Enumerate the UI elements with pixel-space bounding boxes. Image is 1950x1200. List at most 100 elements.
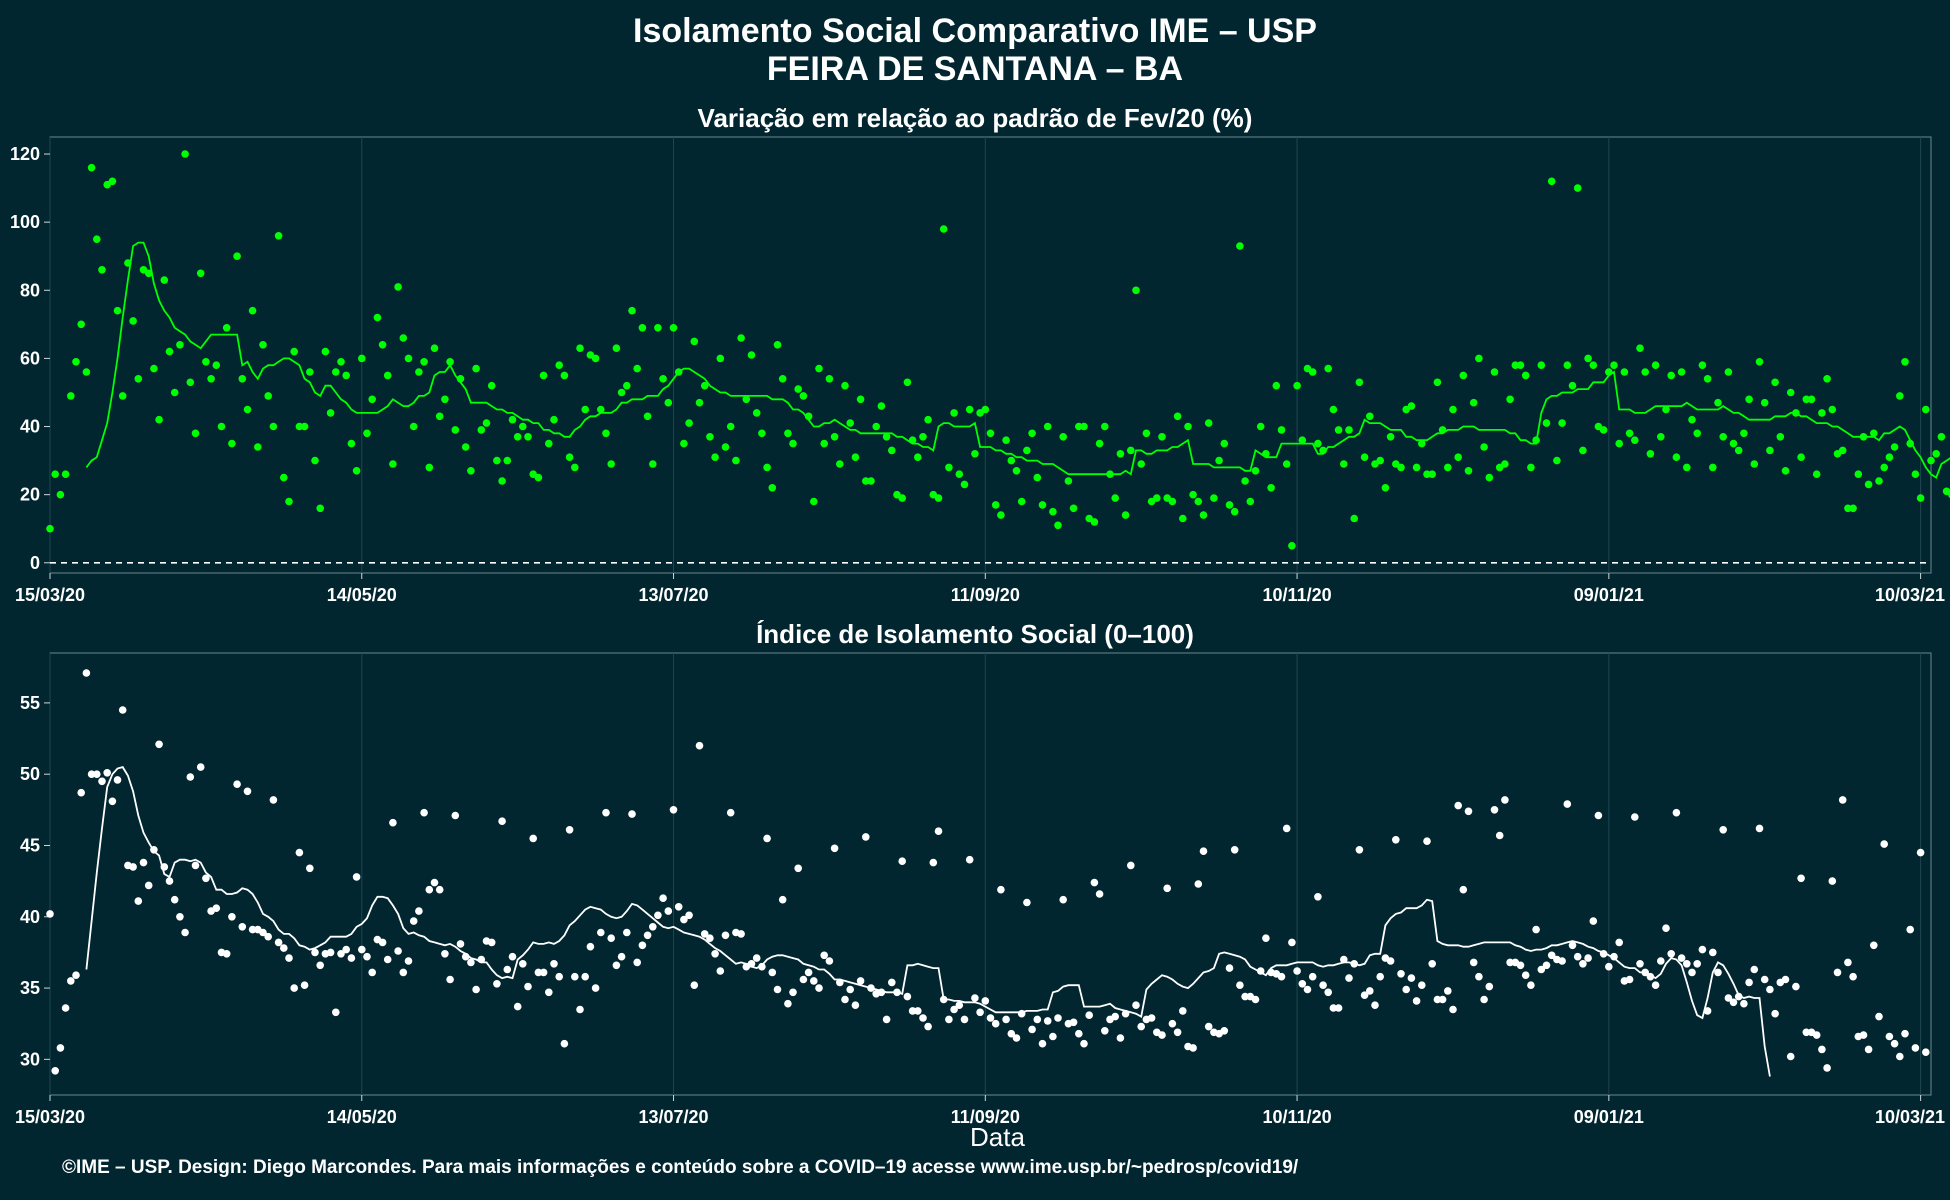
data-point — [306, 368, 314, 376]
data-point — [1568, 381, 1577, 390]
data-point — [233, 780, 241, 788]
data-point — [1095, 439, 1104, 448]
data-point — [425, 463, 434, 472]
data-point — [674, 903, 683, 911]
data-point — [1896, 392, 1904, 400]
data-point — [46, 524, 54, 533]
data-point — [539, 371, 548, 380]
data-point — [643, 931, 652, 940]
data-point — [545, 988, 553, 997]
data-point — [1236, 242, 1244, 250]
data-point — [1584, 954, 1592, 962]
data-point — [1163, 884, 1171, 893]
data-point — [1911, 1044, 1920, 1052]
data-point — [1256, 422, 1265, 431]
data-point — [1308, 368, 1317, 376]
data-point — [581, 972, 589, 981]
data-point — [1854, 470, 1863, 479]
data-point — [1464, 807, 1473, 816]
data-point — [997, 885, 1005, 894]
data-point — [196, 763, 205, 771]
data-point — [784, 429, 792, 438]
data-point — [363, 429, 371, 438]
data-point — [202, 874, 210, 883]
data-point — [1433, 995, 1442, 1004]
data-point — [1293, 381, 1301, 390]
data-point — [358, 354, 366, 363]
data-point — [1132, 286, 1140, 295]
data-point — [950, 1005, 958, 1014]
data-point — [399, 968, 408, 977]
data-point — [1059, 895, 1067, 904]
data-point — [1308, 972, 1317, 981]
data-point — [1760, 398, 1769, 407]
data-point — [789, 988, 797, 997]
data-point — [186, 773, 195, 781]
data-point — [1547, 951, 1556, 960]
data-point — [181, 928, 189, 937]
data-point — [550, 960, 558, 968]
data-point — [1236, 981, 1244, 989]
data-point — [1812, 1031, 1821, 1039]
data-point — [1210, 494, 1218, 502]
data-point — [519, 960, 527, 968]
data-point — [1844, 958, 1852, 967]
data-point — [778, 895, 787, 904]
data-point — [1615, 938, 1623, 947]
data-point — [451, 426, 460, 434]
data-point — [248, 306, 257, 315]
data-point — [1781, 975, 1790, 984]
data-point — [789, 439, 797, 448]
data-point — [1688, 968, 1696, 977]
data-point — [1314, 439, 1322, 448]
data-point — [1532, 925, 1540, 934]
data-point — [950, 409, 958, 417]
data-point — [1267, 484, 1275, 492]
y-tick-label: 20 — [20, 485, 40, 505]
data-point — [1651, 981, 1660, 989]
data-point — [1802, 1028, 1811, 1037]
data-point — [758, 962, 766, 971]
data-point — [1334, 1004, 1343, 1012]
data-point — [726, 808, 735, 817]
data-point — [519, 422, 527, 431]
data-point — [430, 878, 439, 887]
data-point — [862, 477, 870, 485]
data-point — [810, 977, 818, 985]
data-point — [914, 1007, 922, 1015]
data-point — [337, 950, 345, 958]
data-point — [1724, 994, 1733, 1002]
panel1-plot: 15/03/20 14/05/20 13/07/20 11/09/20 10/11/20… — [10, 136, 1950, 605]
data-point — [129, 863, 137, 871]
data-point — [1734, 446, 1743, 455]
data-point — [394, 283, 402, 291]
data-point — [186, 378, 195, 387]
data-point — [752, 409, 761, 417]
data-point — [1043, 1017, 1052, 1025]
data-point — [1418, 981, 1426, 989]
data-point — [404, 957, 413, 965]
data-point — [986, 1014, 995, 1022]
data-point — [1864, 1045, 1873, 1054]
data-point — [955, 1001, 964, 1009]
data-point — [851, 1001, 860, 1009]
data-point — [129, 317, 137, 325]
data-point — [1355, 378, 1364, 387]
data-point — [545, 439, 553, 448]
data-point — [623, 928, 631, 937]
data-point — [539, 968, 548, 977]
data-point — [1563, 361, 1572, 370]
data-point — [118, 392, 127, 400]
data-point — [1922, 405, 1930, 414]
data-point — [1392, 836, 1400, 844]
data-point — [358, 945, 366, 954]
data-point — [1147, 1014, 1156, 1022]
data-point — [965, 405, 974, 414]
data-point — [976, 1008, 984, 1017]
data-point — [981, 405, 990, 414]
data-point — [1069, 504, 1078, 513]
data-point — [1625, 975, 1634, 984]
data-point — [1340, 955, 1348, 964]
data-point — [768, 968, 777, 977]
